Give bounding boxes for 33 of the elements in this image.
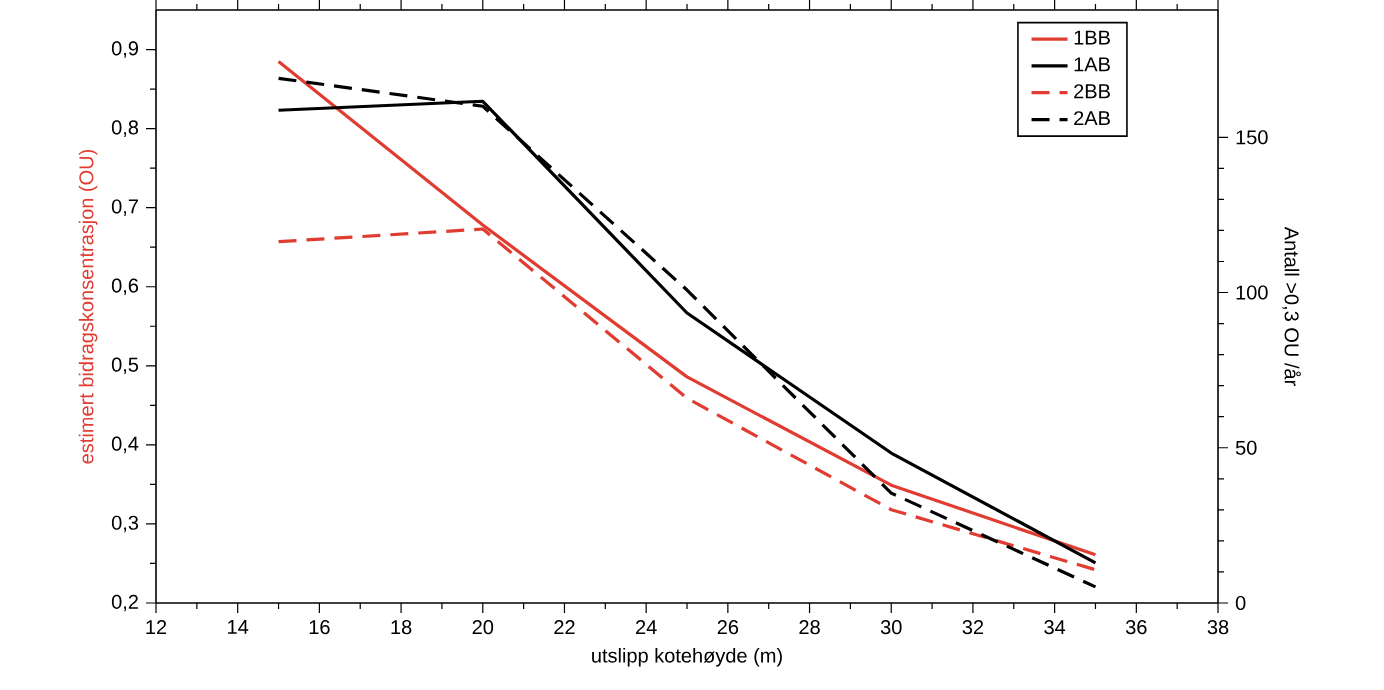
y-tick-label: 0,4 — [111, 436, 139, 454]
x-tick-label: 36 — [1125, 620, 1147, 635]
legend-label: 1AB — [1074, 57, 1110, 72]
y-tick-label: 0,6 — [111, 278, 139, 296]
legend-label: 2BB — [1074, 84, 1110, 99]
legend-label: 1BB — [1074, 30, 1110, 45]
y2-tick-label: 0 — [1235, 595, 1246, 611]
y-axis-title: estimert bidragskonsentrasjon (OU) — [78, 149, 98, 464]
x-tick-label: 38 — [1207, 620, 1229, 635]
x-tick-label: 34 — [1044, 620, 1066, 635]
y-tick-label: 0,7 — [111, 199, 138, 216]
y-tick-label: 0,5 — [111, 357, 139, 375]
y-tick-label: 0,3 — [111, 515, 139, 533]
y2-tick-label: 150 — [1236, 130, 1268, 145]
x-tick-label: 32 — [962, 620, 984, 635]
x-tick-label: 28 — [799, 620, 820, 635]
x-tick-label: 22 — [554, 620, 575, 635]
y-tick-label: 0,9 — [111, 41, 138, 58]
x-tick-label: 14 — [228, 620, 249, 634]
y2-axis-title: Antall >0,3 OU /år — [1282, 226, 1301, 386]
x-tick-label: 16 — [309, 620, 330, 635]
x-tick-label: 30 — [880, 620, 902, 635]
x-tick-label: 12 — [146, 620, 167, 635]
x-tick-label: 18 — [391, 620, 412, 635]
y-tick-label: 0,2 — [111, 594, 138, 612]
x-tick-label: 26 — [717, 620, 739, 635]
legend-label: 2AB — [1074, 111, 1110, 126]
x-axis-title: utslipp kotehøyde (m) — [592, 647, 782, 667]
x-tick-label: 24 — [636, 620, 657, 635]
y2-tick-label: 50 — [1235, 440, 1257, 455]
y-tick-label: 0,8 — [111, 120, 139, 137]
x-tick-label: 20 — [472, 620, 494, 635]
y2-tick-label: 100 — [1236, 285, 1268, 300]
